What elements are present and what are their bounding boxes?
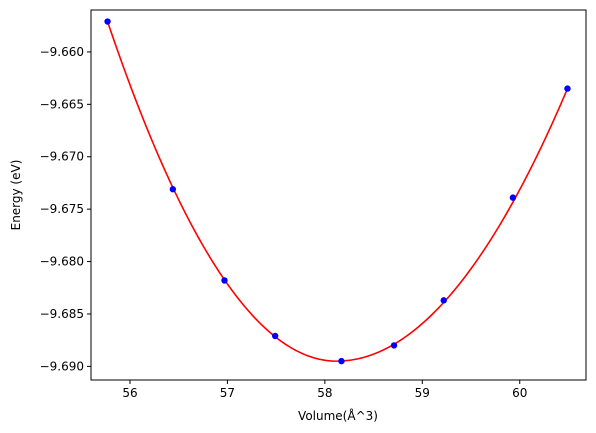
data-point <box>564 85 571 92</box>
data-point <box>221 277 228 284</box>
plot-area <box>91 10 586 380</box>
y-axis-label: Energy (eV) <box>9 160 23 231</box>
data-point <box>338 357 345 365</box>
x-tick-label: 56 <box>122 386 137 400</box>
fit-curve-layer <box>106 21 569 362</box>
y-tick-label: −9.680 <box>40 255 84 269</box>
fit-curve-line <box>106 21 569 362</box>
y-tick-label: −9.675 <box>40 202 84 216</box>
y-tick-label: −9.660 <box>40 45 84 59</box>
data-point <box>509 194 517 201</box>
y-tick-label: −9.690 <box>40 359 84 373</box>
x-tick-label: 60 <box>512 386 527 400</box>
x-axis-ticks: 56 57 58 59 60 <box>122 380 527 400</box>
data-point <box>440 297 447 304</box>
y-axis-ticks: −9.660 −9.665 −9.670 −9.675 −9.680 −9.685 −9.6… <box>40 45 91 373</box>
x-tick-label: 58 <box>317 386 332 400</box>
data-point <box>169 186 177 193</box>
x-tick-label: 59 <box>415 386 430 400</box>
data-points-layer <box>104 18 571 365</box>
x-tick-label: 57 <box>220 386 235 400</box>
data-point <box>104 18 111 25</box>
y-tick-label: −9.670 <box>40 150 84 164</box>
data-point <box>271 332 279 340</box>
plot-frame <box>90 9 587 381</box>
data-point <box>390 342 398 349</box>
y-tick-label: −9.685 <box>40 307 84 321</box>
x-axis-label: Volume(Å^3) <box>298 408 378 423</box>
y-tick-label: −9.665 <box>40 97 84 111</box>
